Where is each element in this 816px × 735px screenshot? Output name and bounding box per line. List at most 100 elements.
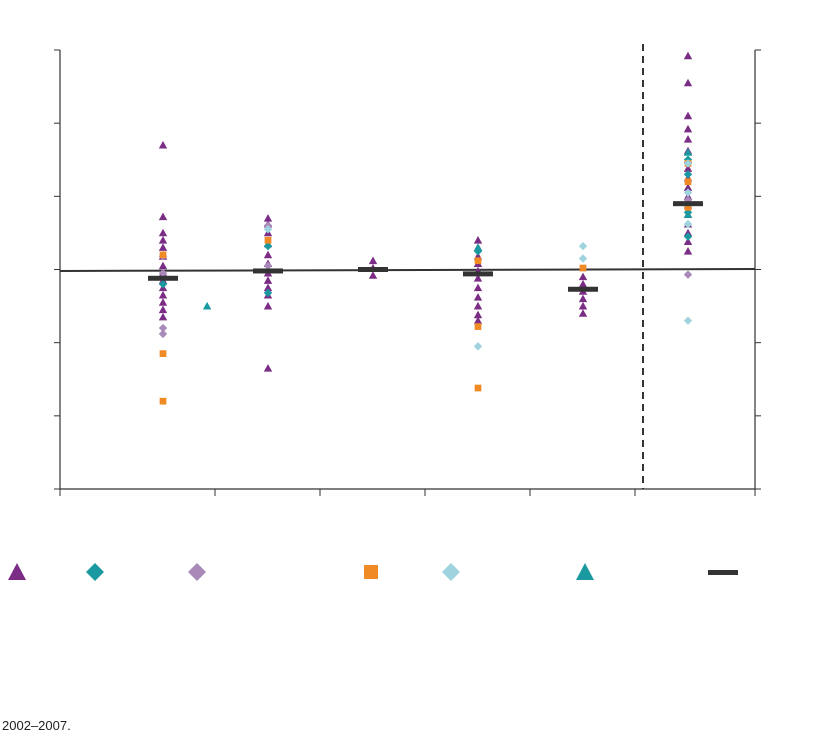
diamond-marker — [578, 254, 588, 263]
diamond-marker — [683, 159, 693, 168]
triangle-marker — [473, 283, 483, 292]
diamond-marker — [158, 268, 168, 278]
triangle-marker — [473, 293, 483, 301]
triangle-marker — [683, 124, 693, 133]
triangle-marker — [263, 214, 273, 222]
diamond-marker — [263, 225, 273, 234]
triangle-marker — [158, 305, 168, 314]
square-marker — [474, 384, 482, 392]
legend-triangle — [8, 563, 26, 580]
triangle-marker — [578, 309, 588, 317]
legend-diamond — [86, 563, 104, 581]
triangle-marker — [683, 237, 693, 246]
median-markers — [148, 201, 703, 292]
legend-item — [84, 560, 110, 584]
legend-swatch — [576, 563, 594, 580]
data-points — [158, 51, 693, 405]
legend-swatch — [708, 570, 738, 575]
diamond-marker — [683, 170, 693, 179]
diamond-marker — [683, 316, 693, 325]
triangle-marker — [368, 256, 378, 265]
triangle-marker — [683, 51, 693, 60]
triangle-marker — [263, 364, 273, 372]
legend-diamond — [442, 563, 460, 581]
triangle-marker — [158, 243, 168, 251]
legend-square — [364, 565, 378, 579]
triangle-marker — [683, 183, 693, 191]
triangle-marker — [578, 301, 588, 310]
legend-item — [706, 560, 744, 584]
diamond-marker — [473, 342, 483, 351]
legend-swatch — [442, 563, 460, 581]
triangle-marker — [158, 212, 168, 221]
median-bar — [463, 271, 493, 277]
triangle-marker — [683, 111, 693, 120]
triangle-marker — [158, 261, 168, 270]
triangle-marker — [368, 271, 378, 279]
diamond-marker — [158, 329, 168, 339]
triangle-marker — [263, 276, 273, 284]
source-note: 2002–2007. — [2, 718, 71, 733]
triangle-marker — [683, 247, 693, 255]
triangle-marker — [473, 316, 483, 325]
legend-swatch — [8, 563, 26, 580]
triangle-marker — [473, 310, 483, 319]
square-marker — [684, 178, 692, 186]
legend-item — [186, 560, 212, 584]
square-marker — [159, 397, 167, 405]
diamond-marker — [683, 219, 693, 229]
triangle-marker — [473, 274, 483, 282]
triangle-marker — [578, 279, 588, 288]
legend-item — [6, 560, 32, 584]
median-bar — [358, 267, 388, 272]
square-marker — [159, 350, 167, 358]
square-marker — [264, 236, 272, 244]
diamond-marker — [683, 188, 693, 197]
diamond-marker — [683, 270, 693, 279]
triangle-marker — [158, 312, 168, 321]
legend-line — [708, 570, 738, 575]
zero-line — [59, 268, 756, 272]
legend-swatch — [364, 565, 378, 579]
square-marker — [474, 323, 482, 330]
median-bar — [568, 286, 598, 292]
square-marker — [474, 257, 482, 265]
triangle-marker — [578, 294, 588, 303]
diamond-marker — [263, 241, 273, 251]
triangle-marker — [263, 283, 273, 292]
triangle-marker — [263, 301, 273, 310]
legend-diamond — [188, 563, 206, 581]
square-marker — [684, 203, 692, 211]
triangle-marker — [158, 236, 168, 244]
square-marker — [579, 264, 587, 272]
triangle-marker — [683, 164, 693, 172]
legend-swatch — [188, 563, 206, 581]
diamond-marker — [578, 241, 588, 251]
legend-swatch — [86, 563, 104, 581]
triangle-marker — [158, 228, 168, 237]
legend-item — [360, 560, 386, 584]
triangle-marker — [158, 298, 168, 306]
legend-item — [440, 560, 466, 584]
legend-item — [574, 560, 600, 584]
diamond-marker — [263, 261, 273, 271]
triangle-marker — [683, 210, 693, 218]
triangle-marker — [263, 250, 273, 259]
triangle-marker — [683, 135, 693, 143]
triangle-marker — [158, 140, 168, 149]
chart-axes — [54, 44, 761, 496]
diamond-marker — [263, 288, 273, 298]
median-bar — [673, 201, 703, 207]
triangle-marker — [202, 301, 212, 310]
triangle-marker — [473, 301, 483, 310]
triangle-marker — [473, 236, 483, 244]
triangle-marker — [578, 272, 588, 281]
diamond-marker — [683, 232, 693, 241]
chart-legend — [0, 560, 816, 584]
square-marker — [159, 251, 167, 259]
diamond-marker — [158, 279, 168, 289]
triangle-marker — [158, 290, 168, 299]
triangle-marker — [683, 148, 693, 156]
legend-triangle — [576, 563, 594, 580]
